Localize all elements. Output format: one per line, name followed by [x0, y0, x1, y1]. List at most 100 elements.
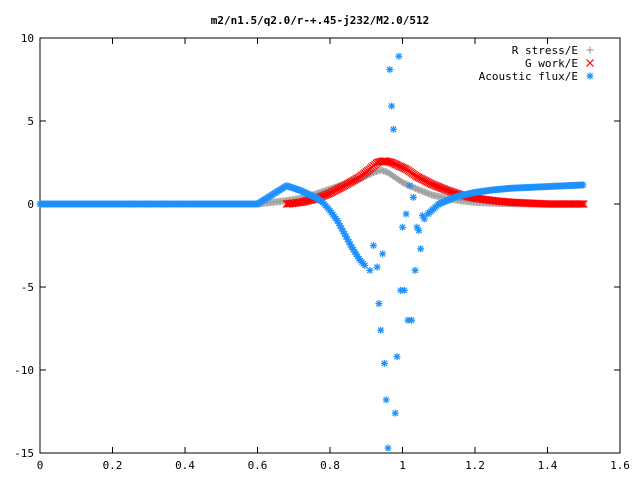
series-2-point [389, 125, 397, 133]
series-1-mark-d2 [384, 157, 392, 166]
x-tick-label: 0 [37, 459, 44, 472]
series-2-point-d2 [417, 245, 424, 252]
series-2-point-d2 [406, 182, 413, 189]
legend-label-2: Acoustic flux/E [479, 70, 578, 83]
series-2-mark-d2 [344, 236, 351, 243]
series-2-point-d2 [419, 212, 426, 219]
series-2-mark-d2 [361, 262, 368, 269]
series-1-mark-d2 [449, 188, 458, 197]
legend-marker-2 [586, 72, 594, 80]
legend-marker-1-d2 [586, 59, 594, 67]
series-2-point [400, 286, 408, 294]
series-2-mark-d2 [340, 228, 347, 235]
x-tick-label: 1.6 [610, 459, 630, 472]
series-2-point-d2 [403, 210, 410, 218]
series-1-mark-d2 [433, 182, 442, 191]
series-1-mark-d2 [382, 157, 391, 166]
series-2-point-d2 [395, 53, 402, 60]
series-1-mark-d2 [578, 200, 587, 208]
series-2-point [402, 210, 410, 218]
legend-marker-0 [586, 46, 594, 54]
series-1-mark-d2 [446, 187, 455, 196]
series-2-point [370, 242, 377, 249]
series-1-mark-d2 [386, 158, 395, 167]
series-1 [282, 157, 588, 208]
legend-marker-2-d2 [586, 72, 594, 80]
series-1-mark-d2 [442, 185, 450, 194]
series-2-point-d2 [415, 227, 422, 234]
series-1-mark-d2 [431, 181, 440, 190]
series-2-point-d2 [410, 194, 417, 201]
series-2-point-d2 [374, 264, 381, 271]
y-tick-label: -15 [14, 447, 34, 460]
plot-frame [39, 37, 621, 454]
series-2-point [406, 182, 414, 190]
y-tick-label: 5 [27, 115, 34, 128]
series-1-mark-d2 [427, 180, 436, 189]
series-1-mark-d2 [430, 181, 439, 190]
x-tick-label: 0.6 [248, 459, 268, 472]
series-layer [36, 52, 588, 452]
series-2-mark-d2 [342, 233, 349, 240]
series-2-point [409, 193, 417, 201]
x-tick-label: 0.8 [320, 459, 340, 472]
series-1-mark-d2 [576, 200, 585, 208]
series-1-mark-d2 [381, 157, 390, 165]
y-tick-label: 10 [21, 32, 34, 45]
series-2-mark [345, 238, 353, 246]
series-2-mark-d2 [334, 217, 341, 224]
series-2-point-d2 [412, 267, 419, 274]
series-2-point-d2 [392, 410, 399, 417]
x-tick-label: 1.2 [465, 459, 485, 472]
series-2-point-d2 [379, 250, 386, 257]
series-2-point [408, 316, 416, 324]
series-2-point-d2 [366, 267, 373, 274]
series-2-point [386, 66, 394, 74]
series-2-point [384, 444, 392, 452]
series-2-mark-d2 [579, 181, 587, 188]
series-2-point-d2 [384, 444, 392, 452]
series-2-mark-d2 [338, 225, 345, 232]
series-2-point [375, 300, 383, 308]
series-2-point-d2 [370, 242, 377, 249]
series-2-point [391, 409, 399, 417]
series-2-point [420, 215, 428, 223]
series-2-point [395, 52, 403, 60]
series-2-point-d2 [383, 396, 390, 403]
x-tick-label: 0.2 [103, 459, 123, 472]
series-2-point-d2 [386, 66, 393, 73]
series-1-mark-d2 [443, 186, 452, 195]
series-2-mark [579, 181, 587, 189]
series-2-point-d2 [381, 360, 388, 367]
series-2-mark [361, 261, 369, 269]
series-2-point-d2 [408, 317, 415, 324]
series-2-point [380, 359, 388, 367]
series-2-point [393, 353, 401, 361]
series-1-mark-d2 [437, 184, 446, 193]
series-2-point [388, 102, 396, 110]
chart-title: m2/n1.5/q2.0/r-+.45-j232/M2.0/512 [211, 14, 430, 27]
series-2-point [411, 266, 419, 274]
series-1-mark-d2 [429, 180, 437, 189]
series-2-point [417, 245, 425, 253]
series-1-mark-d2 [444, 186, 453, 195]
series-1-mark-d2 [440, 185, 449, 194]
series-2-mark-d2 [337, 222, 344, 229]
series-1-mark-d2 [579, 200, 588, 208]
series-1-mark-d2 [439, 184, 448, 193]
series-1-mark-d2 [385, 158, 394, 166]
series-1-mark-d2 [436, 183, 445, 192]
series-2-point-d2 [394, 353, 401, 360]
y-tick-label: 0 [27, 198, 34, 211]
series-2-point-d2 [401, 287, 408, 294]
legend-label-1: G work/E [525, 57, 578, 70]
series-2-mark-d2 [335, 220, 342, 227]
legend-marker-1 [586, 59, 594, 67]
y-tick-label: -10 [14, 364, 34, 377]
series-2-point-d2 [388, 103, 395, 110]
y-tick-label: -5 [21, 281, 34, 294]
series-1-mark [385, 158, 394, 166]
series-2-point [382, 396, 390, 404]
series-1-mark-d2 [434, 183, 443, 191]
